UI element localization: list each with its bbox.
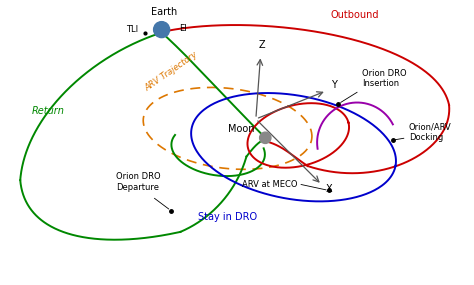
- Text: Orion DRO
Departure: Orion DRO Departure: [116, 172, 160, 192]
- Circle shape: [260, 132, 271, 143]
- Text: EI: EI: [179, 24, 187, 32]
- Text: ARV Trajectory: ARV Trajectory: [143, 50, 199, 93]
- Text: ARV at MECO: ARV at MECO: [242, 180, 298, 189]
- Text: Orion/ARV
Docking: Orion/ARV Docking: [409, 123, 452, 142]
- Text: Stay in DRO: Stay in DRO: [198, 212, 257, 222]
- Text: TLI: TLI: [127, 25, 138, 34]
- Text: Orion DRO
Insertion: Orion DRO Insertion: [362, 69, 407, 88]
- Text: X: X: [326, 184, 332, 194]
- Text: Return: Return: [32, 106, 65, 116]
- Text: Z: Z: [258, 40, 265, 50]
- Circle shape: [154, 22, 170, 38]
- Text: Y: Y: [331, 80, 337, 90]
- Text: Earth: Earth: [151, 7, 177, 17]
- Text: Outbound: Outbound: [330, 10, 379, 20]
- Text: Moon: Moon: [228, 124, 255, 134]
